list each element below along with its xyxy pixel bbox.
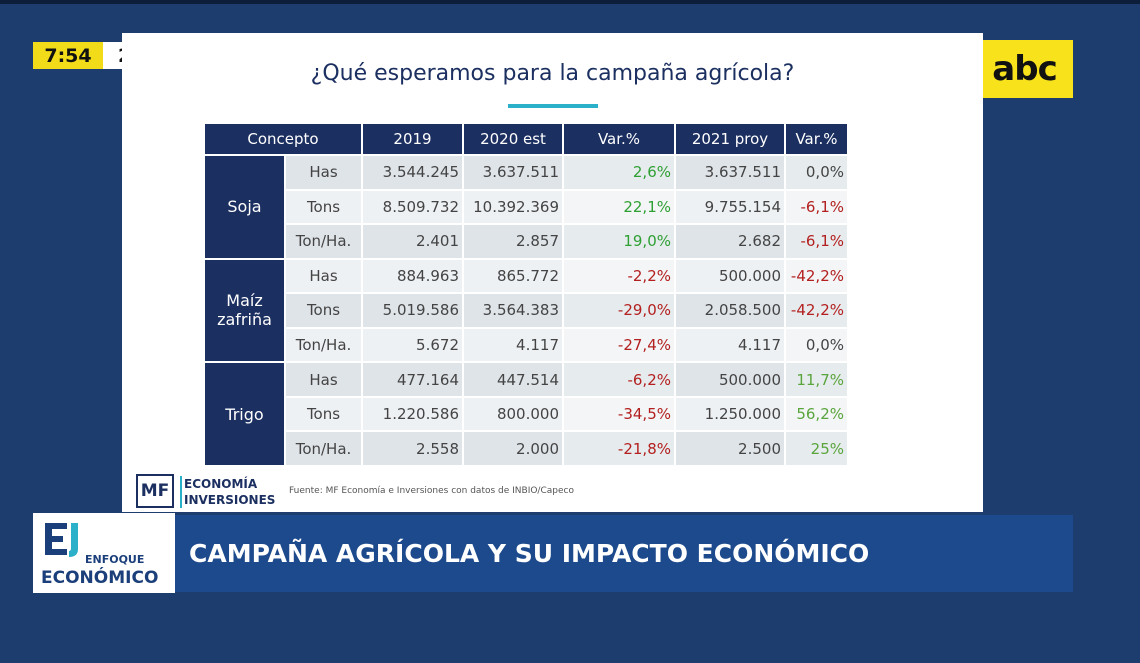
row-label: Has [285, 362, 362, 397]
title-underline [508, 104, 598, 108]
value-cell: 800.000 [463, 396, 563, 432]
row-label: Has [285, 258, 362, 294]
value-cell: -42,2% [785, 258, 848, 294]
source-note: Fuente: MF Economía e Inversiones con da… [289, 486, 574, 496]
value-cell: 447.514 [463, 362, 563, 397]
row-label: Tons [285, 293, 362, 328]
value-cell: 8.509.732 [362, 189, 463, 225]
value-cell: -29,0% [563, 293, 675, 328]
header-cell: Var.% [563, 123, 675, 155]
value-cell: 2.682 [675, 224, 785, 259]
show-name: ENFOQUE [85, 553, 145, 566]
value-cell: 1.220.586 [362, 396, 463, 432]
value-cell: 0,0% [785, 155, 848, 190]
value-cell: 5.672 [362, 327, 463, 363]
value-cell: 2,6% [563, 155, 675, 190]
brand-name: ECONOMÍA INVERSIONES [180, 476, 275, 508]
value-cell: 25% [785, 431, 848, 466]
value-cell: -42,2% [785, 293, 848, 328]
clock: 7:54 [33, 42, 103, 69]
row-label: Ton/Ha. [285, 431, 362, 466]
value-cell: 11,7% [785, 362, 848, 397]
value-cell: 4.117 [675, 327, 785, 363]
value-cell: -27,4% [563, 327, 675, 363]
brand-line: ECONOMÍA [184, 477, 258, 491]
row-label: Has [285, 155, 362, 190]
value-cell: -34,5% [563, 396, 675, 432]
value-cell: 477.164 [362, 362, 463, 397]
value-cell: 2.500 [675, 431, 785, 466]
value-cell: 22,1% [563, 189, 675, 225]
headline: CAMPAÑA AGRÍCOLA Y SU IMPACTO ECONÓMICO [175, 515, 1073, 592]
value-cell: -21,8% [563, 431, 675, 466]
brand-mark: MF [136, 474, 174, 508]
brand-line: INVERSIONES [184, 493, 276, 507]
value-cell: 0,0% [785, 327, 848, 363]
value-cell: 500.000 [675, 258, 785, 294]
value-cell: 500.000 [675, 362, 785, 397]
show-logo: ENFOQUE ECONÓMICO [33, 513, 175, 593]
value-cell: 2.857 [463, 224, 563, 259]
value-cell: 19,0% [563, 224, 675, 259]
header-cell: 2019 [362, 123, 463, 155]
header-cell: Concepto [204, 123, 362, 155]
value-cell: -2,2% [563, 258, 675, 294]
group-cell: Trigo [204, 362, 285, 466]
value-cell: -6,1% [785, 224, 848, 259]
value-cell: 884.963 [362, 258, 463, 294]
header-cell: 2021 proy [675, 123, 785, 155]
header-cell: 2020 est [463, 123, 563, 155]
slide: ¿Qué esperamos para la campaña agrícola?… [122, 33, 983, 512]
group-cell: Maíz zafriña [204, 258, 285, 363]
value-cell: 3.637.511 [463, 155, 563, 190]
row-label: Ton/Ha. [285, 327, 362, 363]
value-cell: 1.250.000 [675, 396, 785, 432]
value-cell: 2.401 [362, 224, 463, 259]
value-cell: 2.558 [362, 431, 463, 466]
row-label: Tons [285, 396, 362, 432]
top-edge [0, 0, 1140, 4]
value-cell: 10.392.369 [463, 189, 563, 225]
header-cell: Var.% [785, 123, 848, 155]
value-cell: 3.544.245 [362, 155, 463, 190]
row-label: Ton/Ha. [285, 224, 362, 259]
row-label: Tons [285, 189, 362, 225]
slide-title: ¿Qué esperamos para la campaña agrícola? [310, 61, 795, 86]
value-cell: 5.019.586 [362, 293, 463, 328]
value-cell: -6,1% [785, 189, 848, 225]
value-cell: 4.117 [463, 327, 563, 363]
show-icon [45, 523, 78, 557]
value-cell: 56,2% [785, 396, 848, 432]
value-cell: 9.755.154 [675, 189, 785, 225]
value-cell: 865.772 [463, 258, 563, 294]
group-cell: Soja [204, 155, 285, 259]
show-name: ECONÓMICO [41, 568, 159, 588]
value-cell: 2.058.500 [675, 293, 785, 328]
channel-logo: abc [976, 40, 1073, 98]
value-cell: -6,2% [563, 362, 675, 397]
value-cell: 2.000 [463, 431, 563, 466]
value-cell: 3.564.383 [463, 293, 563, 328]
value-cell: 3.637.511 [675, 155, 785, 190]
